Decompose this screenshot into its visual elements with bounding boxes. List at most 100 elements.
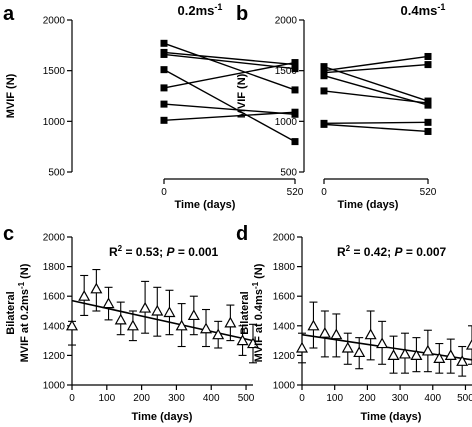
chart-a-series-line	[163, 51, 296, 66]
chart-b-square-marker	[424, 118, 432, 126]
chart-c-y-tick-label: 1200	[43, 351, 66, 362]
chart-d-marks	[295, 301, 472, 377]
chart-c-triangle-marker	[151, 304, 164, 316]
chart-d-x-axis-label: Time (days)	[361, 411, 422, 423]
chart-c-y-axis-label-line1: Bilateral	[5, 291, 17, 334]
chart-b-y-tick-label: 1500	[275, 66, 298, 77]
chart-d-triangle-marker	[307, 319, 320, 331]
chart-b-y-axis-label: MVIF (N)	[236, 73, 248, 118]
chart-a-series-line	[163, 103, 296, 115]
chart-d-triangle-marker	[295, 341, 309, 353]
chart-b-y-tick-label: 500	[280, 168, 297, 179]
chart-c-trend-line	[71, 299, 254, 342]
chart-a-square-marker	[160, 116, 168, 124]
chart-d-x-tick-label: 200	[359, 393, 376, 404]
chart-c-x-tick-label: 200	[133, 393, 150, 404]
chart-d-y-tick-label: 1200	[273, 351, 296, 362]
chart-a-y-tick-label: 500	[48, 168, 65, 179]
chart-c-triangle-marker	[236, 334, 249, 346]
chart-b-series-line	[323, 121, 429, 125]
chart-a-square-marker	[291, 65, 299, 73]
chart-c-y-tick-label: 1000	[43, 381, 66, 392]
chart-b-square-marker	[320, 72, 328, 80]
chart-c-x-tick-label: 0	[69, 393, 75, 404]
chart-a-x-axis-label: Time (days)	[175, 199, 236, 211]
chart-d-axes: 1000 1200 1400 1600 1800 2000 0 100 200 300 400 500	[273, 233, 472, 404]
chart-c-triangle-marker	[90, 282, 103, 294]
chart-b-axes: 500 1000 1500 2000 0 520	[275, 16, 437, 199]
chart-b-y-tick-label: 1000	[275, 117, 298, 128]
chart-a-series-line	[163, 69, 296, 143]
chart-b-x-tick-label: 520	[420, 187, 437, 198]
chart-a-x-tick-label: 520	[287, 187, 304, 198]
chart-a-square-marker	[291, 108, 299, 116]
chart-b-title: 0.4ms-1	[401, 2, 446, 18]
chart-c-y-tick-label: 2000	[43, 233, 66, 244]
chart-d-triangle-marker	[410, 349, 423, 360]
chart-b-square-marker	[424, 61, 432, 69]
chart-c-triangle-marker	[102, 297, 115, 309]
chart-c-triangle-marker	[126, 319, 139, 331]
chart-b-series-line	[323, 55, 429, 72]
chart-c-axes: 1000 1200 1400 1600 1800 2000 0 100 200 300 400 500	[43, 233, 255, 405]
chart-d-annotation: R2 = 0.42; P = 0.007	[337, 244, 447, 259]
chart-a-title: 0.2ms-1	[178, 2, 223, 18]
chart-c-triangle-marker	[78, 289, 91, 301]
chart-a-x-tick-label: 0	[161, 187, 167, 198]
chart-a-square-marker	[291, 138, 299, 146]
chart-b-x-tick-label: 0	[321, 187, 327, 198]
chart-b-series-line	[323, 65, 429, 102]
chart-d-x-tick-label: 300	[392, 393, 409, 404]
panel-letter-a: a	[3, 3, 15, 25]
chart-d-triangle-marker	[364, 328, 377, 340]
chart-d-y-axis-label-line2: MVIF at 0.4ms-1 (N)	[251, 263, 265, 362]
chart-d-triangle-marker	[353, 346, 366, 358]
chart-c-y-tick-label: 1600	[43, 292, 66, 303]
chart-c-triangle-marker	[199, 322, 213, 334]
chart-c-triangle-marker	[175, 319, 188, 331]
chart-d-triangle-marker	[318, 326, 331, 338]
chart-a-square-marker	[160, 39, 168, 47]
chart-a-square-marker	[291, 86, 299, 94]
chart-a-square-marker	[160, 100, 168, 108]
panel-d-chart: d R2 = 0.42; P = 0.007 Time (days) Bilat…	[236, 223, 472, 423]
chart-d-triangle-marker	[330, 328, 343, 340]
chart-c-triangle-marker	[187, 309, 200, 321]
chart-c-triangle-marker	[246, 337, 260, 349]
chart-a-square-marker	[160, 50, 168, 58]
chart-a-y-axis-label: MVIF (N)	[5, 73, 17, 118]
chart-b-marks	[320, 52, 432, 135]
chart-d-triangle-marker	[433, 352, 446, 363]
chart-a-square-marker	[160, 66, 168, 74]
chart-c-triangle-marker	[224, 316, 237, 328]
panel-letter-c: c	[3, 223, 14, 245]
chart-a-square-marker	[160, 84, 168, 92]
chart-d-x-tick-label: 400	[424, 393, 441, 404]
chart-d-triangle-marker	[465, 338, 472, 350]
panel-letter-d: d	[236, 223, 248, 245]
chart-a-marks	[160, 39, 299, 146]
chart-b-square-marker	[320, 87, 328, 95]
chart-c-x-axis-label: Time (days)	[132, 411, 193, 423]
chart-b-series-line	[323, 63, 429, 74]
chart-c-y-axis-label-line2: MVIF at 0.2ms-1 (N)	[17, 263, 31, 362]
panel-c-chart: c R2 = 0.53; P = 0.001 Time (days) Bilat…	[3, 223, 260, 423]
chart-b-square-marker	[320, 63, 328, 71]
chart-b-square-marker	[424, 127, 432, 135]
chart-c-x-tick-label: 400	[203, 393, 220, 404]
chart-b-square-marker	[320, 120, 328, 128]
chart-a-series-line	[163, 111, 296, 122]
chart-d-triangle-marker	[341, 341, 354, 353]
chart-d-triangle-marker	[398, 347, 412, 359]
chart-c-annotation: R2 = 0.53; P = 0.001	[109, 244, 219, 259]
chart-a-series-line	[163, 42, 296, 91]
chart-b-series-line	[323, 123, 429, 133]
chart-c-marks	[65, 269, 260, 364]
chart-b-square-marker	[424, 99, 432, 107]
panel-a-chart: a 0.2ms-1 Time (days) MVIF (N) 500 1000 15…	[3, 2, 304, 211]
chart-d-y-tick-label: 2000	[273, 233, 296, 244]
chart-c-x-tick-label: 100	[98, 393, 115, 404]
chart-c-triangle-marker	[163, 306, 176, 318]
chart-d-x-tick-label: 500	[457, 393, 472, 404]
panel-letter-b: b	[236, 3, 248, 25]
